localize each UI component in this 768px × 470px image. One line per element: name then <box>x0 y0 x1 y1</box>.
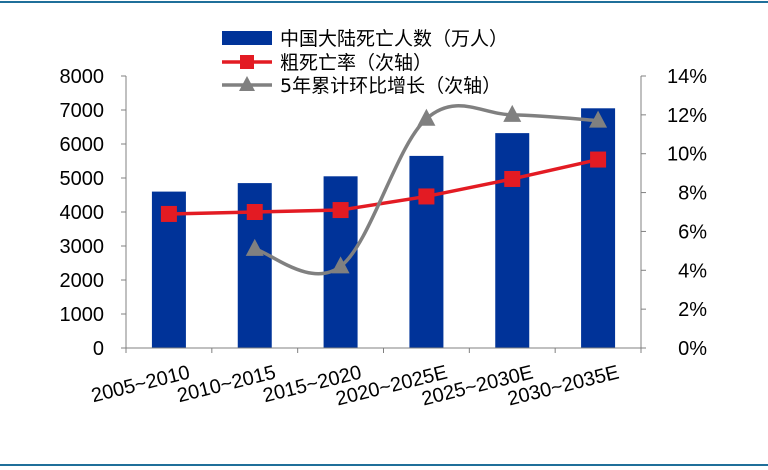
triangle-marker <box>331 256 350 274</box>
triangle-marker <box>503 104 522 122</box>
y-tick-label-left: 2000 <box>60 270 105 292</box>
y-tick-label-right: 4% <box>678 260 707 282</box>
bar-series-deaths <box>151 108 616 348</box>
y-tick-label-right: 2% <box>678 299 707 321</box>
bottom-rule <box>0 464 768 466</box>
triangle-marker <box>245 238 264 256</box>
top-rule <box>0 1 768 3</box>
line-series-group <box>160 104 608 276</box>
crude-death-rate-line <box>168 157 599 216</box>
y-tick-label-left: 4000 <box>60 202 105 224</box>
y-tick-label-left: 0 <box>93 338 104 360</box>
x-tick-label: 2010~2015 <box>175 362 278 408</box>
bar-2030~2035E <box>581 108 616 348</box>
square-marker <box>418 188 435 205</box>
y-tick-label-right: 8% <box>678 183 707 205</box>
square-marker <box>160 205 177 222</box>
y-tick-label-left: 5000 <box>60 168 105 190</box>
y-tick-label-left: 8000 <box>60 66 105 88</box>
y-tick-label-left: 7000 <box>60 100 105 122</box>
y-tick-label-right: 6% <box>678 221 707 243</box>
square-marker <box>504 170 521 187</box>
bar-2025~2030E <box>495 133 530 348</box>
y-tick-label-left: 1000 <box>60 304 105 326</box>
legend-swatch-deaths <box>222 31 272 45</box>
legend-triangle-marker <box>239 76 255 91</box>
y-tick-label-left: 6000 <box>60 134 105 156</box>
square-marker <box>590 151 607 168</box>
square-marker <box>332 202 349 219</box>
y-tick-label-right: 10% <box>667 144 707 166</box>
legend-square-marker <box>240 55 254 69</box>
y-tick-label-right: 0% <box>678 338 707 360</box>
triangle-marker <box>417 108 436 126</box>
legend: 中国大陆死亡人数（万人）粗死亡率（次轴）5年累计环比增长（次轴） <box>222 28 508 97</box>
bar-2020~2025E <box>409 155 444 348</box>
x-tick-label: 2005~2010 <box>89 362 192 408</box>
square-marker <box>246 204 263 220</box>
triangle-marker <box>589 110 608 128</box>
y-tick-label-right: 12% <box>667 105 707 127</box>
legend-label: 粗死亡率（次轴） <box>280 52 432 74</box>
y-tick-label-right: 14% <box>667 66 707 88</box>
y-tick-label-left: 3000 <box>60 236 105 258</box>
legend-label: 中国大陆死亡人数（万人） <box>280 28 508 50</box>
legend-label: 5年累计环比增长（次轴） <box>280 75 501 97</box>
